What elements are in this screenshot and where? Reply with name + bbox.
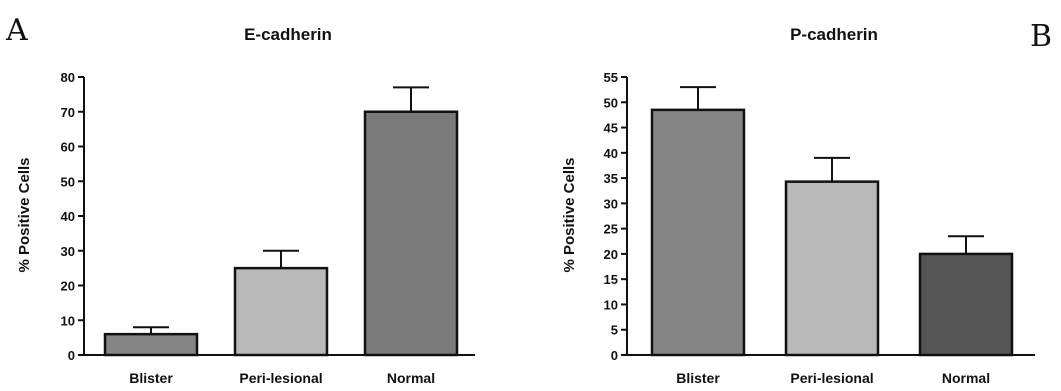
bar-a-3 xyxy=(363,110,459,357)
y-tick-label-a: 40 xyxy=(61,209,75,224)
bar-a-1 xyxy=(103,332,199,357)
y-tick-label-b: 10 xyxy=(604,297,618,312)
y-axis-title-b: % Positive Cells xyxy=(561,157,578,272)
chart-title-a: E-cadherin xyxy=(244,25,332,44)
y-tick-label-b: 45 xyxy=(604,121,618,136)
y-tick-label-a: 70 xyxy=(61,105,75,120)
category-label-b-3: Normal xyxy=(942,370,990,386)
y-tick-label-b: 25 xyxy=(604,222,618,237)
y-tick-label-b: 15 xyxy=(604,272,618,287)
category-label-a-3: Normal xyxy=(387,370,435,386)
category-label-b-2: Peri-lesional xyxy=(790,370,873,386)
category-label-a-2: Peri-lesional xyxy=(239,370,322,386)
y-tick-label-a: 20 xyxy=(61,279,75,294)
category-label-a-1: Blister xyxy=(129,370,173,386)
y-tick-label-a: 30 xyxy=(61,244,75,259)
bar-b-2 xyxy=(784,180,880,357)
y-tick-label-a: 0 xyxy=(68,348,75,363)
y-tick-label-b: 5 xyxy=(611,323,618,338)
chart-title-b: P-cadherin xyxy=(790,25,878,44)
y-tick-label-a: 50 xyxy=(61,174,75,189)
y-tick-label-b: 40 xyxy=(604,146,618,161)
y-tick-label-a: 10 xyxy=(61,313,75,328)
bar-a-2 xyxy=(233,266,329,357)
y-axis-title-a: % Positive Cells xyxy=(16,157,33,272)
y-tick-label-b: 50 xyxy=(604,95,618,110)
bar-b-1 xyxy=(650,108,746,357)
y-tick-label-b: 30 xyxy=(604,196,618,211)
y-tick-label-b: 20 xyxy=(604,247,618,262)
y-tick-label-b: 35 xyxy=(604,171,618,186)
category-label-b-1: Blister xyxy=(676,370,720,386)
y-tick-label-b: 55 xyxy=(604,70,618,85)
y-tick-label-a: 60 xyxy=(61,140,75,155)
y-tick-label-b: 0 xyxy=(611,348,618,363)
bar-b-3 xyxy=(918,252,1014,357)
panel-letter-b: B xyxy=(1030,19,1052,54)
chart-panel-a: A E-cadherin % Positive Cells 0 10 20 30 40 5… xyxy=(5,13,475,386)
y-tick-label-a: 80 xyxy=(61,70,75,85)
panel-letter-a: A xyxy=(5,13,28,48)
chart-panel-b: B P-cadherin % Positive Cells 0 5 10 15 20 25… xyxy=(561,19,1052,386)
